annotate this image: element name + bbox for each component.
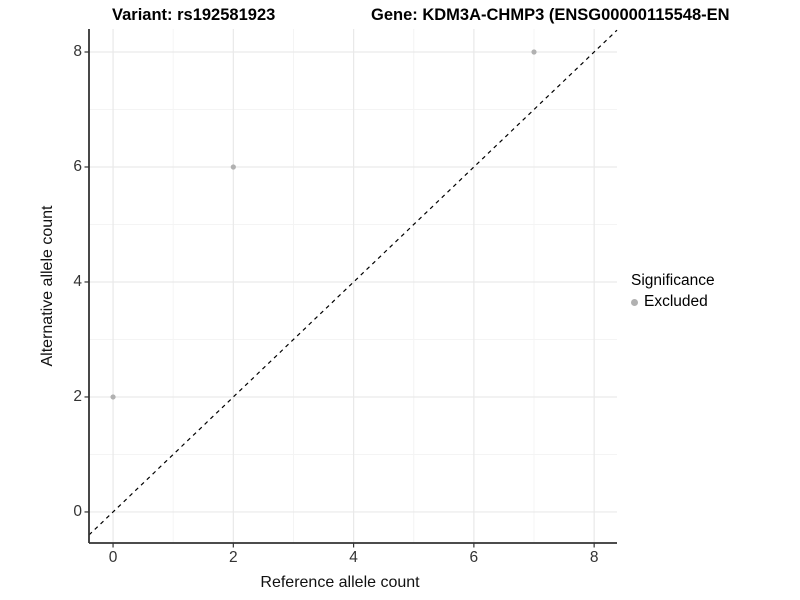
x-tick-label: 2 (229, 549, 238, 566)
y-tick-label: 4 (73, 272, 82, 290)
excluded-point-icon (631, 298, 638, 306)
data-point (110, 394, 116, 400)
legend: Significance Excluded (631, 271, 715, 312)
y-tick-label: 0 (73, 502, 82, 520)
legend-title: Significance (631, 272, 715, 289)
x-axis-title: Reference allele count (260, 574, 420, 591)
y-axis-title: Alternative allele count (39, 205, 56, 367)
data-point (531, 49, 537, 55)
y-tick-label: 6 (73, 157, 82, 175)
legend-item-label: Excluded (644, 293, 708, 310)
x-tick-label: 8 (589, 549, 599, 566)
x-tick-label: 6 (469, 549, 479, 566)
y-tick-label: 2 (73, 387, 82, 405)
x-tick-label: 4 (349, 549, 358, 566)
y-tick-label: 8 (73, 42, 82, 60)
x-tick-label: 0 (108, 549, 118, 566)
plot-title-variant: Variant: rs192581923 (112, 6, 276, 24)
plot-title-gene: Gene: KDM3A-CHMP3 (ENSG00000115548-EN (371, 6, 730, 24)
legend-item-excluded: Excluded (631, 292, 715, 312)
identity-dashed-line (88, 29, 618, 536)
data-point (230, 164, 236, 170)
